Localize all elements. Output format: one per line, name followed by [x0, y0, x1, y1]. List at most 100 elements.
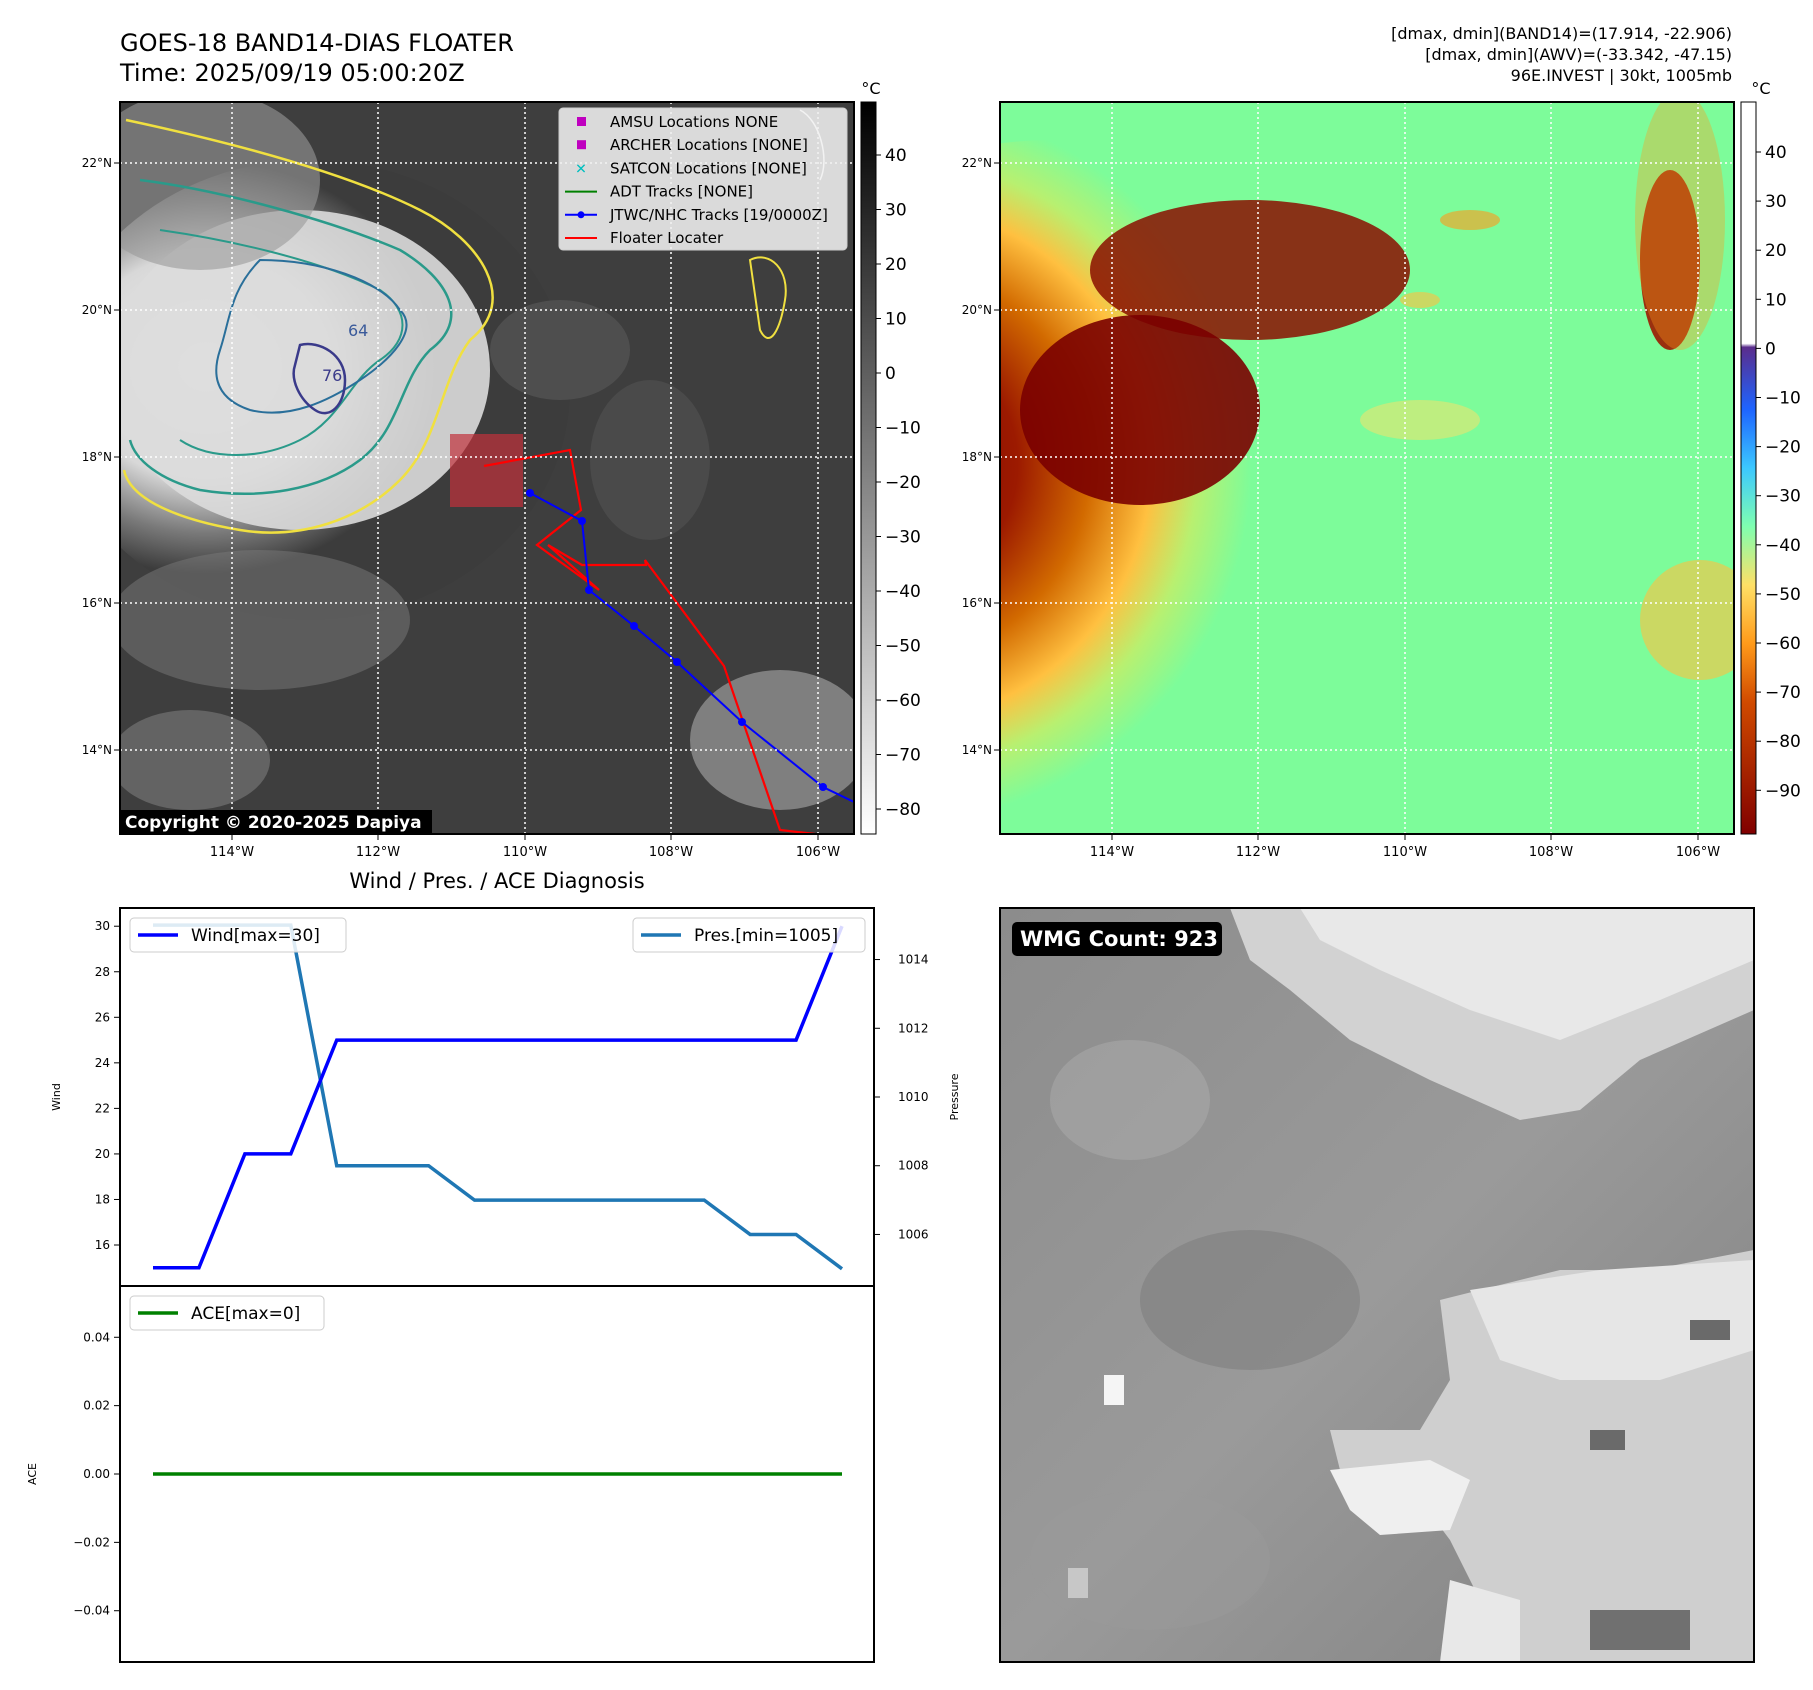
ir-colorbar-tick-label: 30: [885, 201, 907, 221]
awv-lat-tick-label: 14°N: [962, 743, 992, 757]
ir-colorbar: °C 40 30 20 10 0 −10 −20 −30 −40 −50 −60 −70 −80: [860, 79, 921, 835]
legend-item-label: JTWC/NHC Tracks [19/0000Z]: [609, 206, 828, 224]
floater-locater-track: [483, 448, 816, 834]
ace-legend: ACE[max=0]: [129, 1295, 325, 1331]
wind-tick-label: 28: [95, 965, 110, 979]
legend-item-label: SATCON Locations [NONE]: [610, 159, 807, 177]
ir-colorbar-tick-label: 40: [885, 146, 907, 166]
wind-axis-label: Wind: [50, 1083, 63, 1111]
wmg-imagery: [1000, 908, 1754, 1662]
ace-tick-label: 0.00: [83, 1467, 110, 1481]
awv-lat-tick-label: 20°N: [962, 303, 992, 317]
wind-pressure-chart: Wind / Pres. / ACE Diagnosis 16 18 20 22 24 2…: [50, 869, 961, 1287]
figure-time: Time: 2025/09/19 05:00:20Z: [119, 59, 465, 87]
ir-lat-tick-label: 14°N: [82, 743, 112, 757]
awv-lat-tick-label: 18°N: [962, 450, 992, 464]
ir-lon-tick-label: 110°W: [503, 845, 547, 860]
band14-range: [dmax, dmin](BAND14)=(17.914, -22.906): [1391, 24, 1732, 43]
awv-imagery: [1000, 102, 1734, 834]
ir-lon-tick-label: 112°W: [356, 845, 400, 860]
ir-lat-tick-label: 18°N: [82, 450, 112, 464]
awv-lon-ticks: 114°W 112°W 110°W 108°W 106°W: [1090, 834, 1720, 860]
ir-lat-ticks: 22°N 20°N 18°N 16°N 14°N: [82, 156, 120, 757]
awv-colorbar: °C 40 30 20 10 0 −10 −20 −30 −40 −50 −60 −70 −80 −90: [1740, 79, 1801, 835]
ir-colorbar-tick-label: −70: [885, 746, 921, 766]
ir-colorbar-unit: °C: [861, 79, 880, 98]
awv-colorbar-tick-label: 0: [1765, 339, 1776, 359]
ir-colorbar-tick-label: −10: [885, 419, 921, 439]
ace-tick-label: 0.02: [83, 1399, 110, 1413]
ir-map-panel: 64 76 Copyright © 2020-2025 Dapiya 114°W…: [82, 79, 921, 860]
floater-box: [450, 434, 523, 507]
square-marker-icon: [577, 117, 586, 126]
ir-lat-tick-label: 20°N: [82, 303, 112, 317]
ir-lon-ticks: 114°W 112°W 110°W 108°W 106°W: [210, 834, 840, 860]
contour-label-76: 76: [322, 366, 342, 385]
awv-colorbar-tick-label: 40: [1765, 143, 1787, 163]
awv-lat-tick-label: 16°N: [962, 596, 992, 610]
wind-tick-label: 22: [95, 1101, 110, 1115]
awv-colorbar-unit: °C: [1751, 79, 1770, 98]
pressure-tick-label: 1006: [898, 1227, 929, 1241]
ace-legend-label: ACE[max=0]: [191, 1304, 300, 1324]
pressure-tick-label: 1012: [898, 1021, 929, 1035]
pressure-legend-label: Pres.[min=1005]: [694, 926, 838, 946]
ir-lon-tick-label: 114°W: [210, 845, 254, 860]
wmg-panel: WMG Count: 923: [999, 907, 1755, 1663]
awv-colorbar-tick-label: −80: [1765, 732, 1801, 752]
awv-colorbar-tick-label: −40: [1765, 536, 1801, 556]
awv-range: [dmax, dmin](AWV)=(-33.342, -47.15): [1425, 45, 1732, 64]
awv-colorbar-tick-label: 30: [1765, 192, 1787, 212]
wind-tick-label: 24: [95, 1056, 110, 1070]
ir-colorbar-tick-label: −30: [885, 528, 921, 548]
ace-tick-label: −0.02: [73, 1535, 110, 1549]
storm-info: 96E.INVEST | 30kt, 1005mb: [1511, 66, 1732, 85]
ace-tick-label: −0.04: [73, 1604, 110, 1618]
wind-legend: Wind[max=30]: [129, 917, 347, 953]
awv-colorbar-tick-label: −50: [1765, 585, 1801, 605]
ir-colorbar-tick-label: −80: [885, 800, 921, 820]
ir-colorbar-tick-label: −50: [885, 637, 921, 657]
awv-lon-tick-label: 108°W: [1529, 845, 1573, 860]
awv-gridlines: [1000, 102, 1734, 834]
awv-colorbar-tick-label: −90: [1765, 781, 1801, 801]
ace-axis-label: ACE: [26, 1463, 39, 1485]
copyright-text: Copyright © 2020-2025 Dapiya: [125, 813, 422, 833]
ir-lat-tick-label: 22°N: [82, 156, 112, 170]
ir-colorbar-tick-label: −60: [885, 691, 921, 711]
ir-legend: AMSU Locations NONE ARCHER Locations [NON…: [558, 107, 848, 251]
jtwc-track: [529, 492, 854, 803]
awv-colorbar-tick-label: 10: [1765, 290, 1787, 310]
ir-colorbar-tick-label: 10: [885, 310, 907, 330]
diagnosis-title: Wind / Pres. / ACE Diagnosis: [349, 869, 644, 893]
wind-tick-label: 30: [95, 919, 110, 933]
ir-colorbar-tick-label: −40: [885, 582, 921, 602]
ace-tick-label: 0.04: [83, 1330, 110, 1344]
ir-lon-tick-label: 108°W: [649, 845, 693, 860]
legend-item-label: ARCHER Locations [NONE]: [610, 136, 808, 154]
awv-map-panel: 114°W 112°W 110°W 108°W 106°W 22°N 20°N 18°N 16…: [962, 79, 1801, 860]
legend-item-label: Floater Locater: [610, 229, 724, 247]
legend-item-label: ADT Tracks [NONE]: [610, 183, 753, 201]
ace-chart: 0.04 0.02 0.00 −0.02 −0.04 ACE ACE[max=0]: [26, 1285, 875, 1663]
awv-colorbar-tick-label: −20: [1765, 438, 1801, 458]
awv-colorbar-tick-label: −30: [1765, 487, 1801, 507]
awv-colorbar-tick-label: 20: [1765, 241, 1787, 261]
awv-lon-tick-label: 110°W: [1383, 845, 1427, 860]
wmg-count-label: WMG Count: 923: [1020, 927, 1218, 951]
ir-colorbar-tick-label: 20: [885, 255, 907, 275]
awv-colorbar-tick-label: −10: [1765, 389, 1801, 409]
ir-lat-tick-label: 16°N: [82, 596, 112, 610]
pressure-tick-label: 1014: [898, 953, 929, 967]
pressure-tick-label: 1010: [898, 1090, 929, 1104]
pressure-legend: Pres.[min=1005]: [632, 917, 866, 953]
x-marker-icon: ✕: [575, 161, 587, 177]
awv-lon-tick-label: 114°W: [1090, 845, 1134, 860]
awv-lat-tick-label: 22°N: [962, 156, 992, 170]
wind-tick-label: 16: [95, 1238, 110, 1252]
awv-lat-ticks: 22°N 20°N 18°N 16°N 14°N: [962, 156, 1000, 757]
awv-lon-tick-label: 112°W: [1236, 845, 1280, 860]
ir-colorbar-tick-label: 0: [885, 364, 896, 384]
wind-legend-label: Wind[max=30]: [191, 926, 320, 946]
